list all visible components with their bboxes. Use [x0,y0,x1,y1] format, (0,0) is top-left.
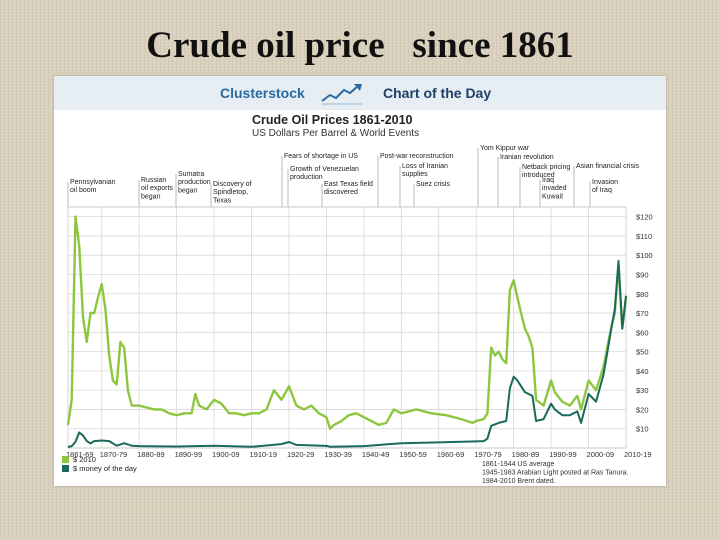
y-tick-labels: $10 $20 $30 $40 $50 $60 $70 $80 $90 $100 $110 $120 [636,213,653,434]
x-tick-label: 1890-99 [175,450,203,459]
event-annotation: Fears of shortage in US [284,153,358,160]
y-tick-label: $120 [636,213,653,222]
event-annotations: Pennsylvanian oil boom Russian oil exports b… [67,145,640,207]
event-annotation: Sumatra production began [178,171,211,194]
legend-label: $ money of the day [73,464,137,473]
x-tick-label: 1910-19 [250,450,278,459]
event-annotation: East Texas field discovered [324,181,373,196]
x-tick-label: 1960-69 [437,450,465,459]
plot-area [67,206,627,449]
legend-label: $ 2010 [73,455,96,464]
x-tick-label: 1920-29 [287,450,315,459]
event-annotation: Suez crisis [416,181,450,188]
y-tick-label: $50 [636,348,649,357]
event-annotation: Iraq invaded Kuwait [542,177,567,200]
series-line-money-of-the-day [67,260,627,448]
x-tick-label: 1870-79 [100,450,128,459]
y-tick-label: $40 [636,367,649,376]
y-tick-label: $70 [636,309,649,318]
event-annotation: Growth of Venezuelan production [290,166,359,181]
brand-name: Clusterstock [220,85,305,101]
x-tick-label: 1950-59 [399,450,427,459]
x-tick-label: 2000-09 [587,450,615,459]
event-annotation: Yom Kippur war [480,145,530,152]
legend: $ 2010$ money of the day [62,455,137,473]
x-tick-label: 1930-39 [324,450,352,459]
x-tick-label: 1861-69 [66,450,94,459]
event-annotation: Post-war reconstruction [380,153,454,160]
event-annotation: Asian financial crisis [576,163,640,170]
event-annotation: Russian oil exports began [141,177,173,200]
x-tick-label: 1970-79 [474,450,502,459]
series-line-dollars-2010 [66,215,628,430]
chart-title: Crude Oil Prices 1861-2010 [252,113,413,127]
event-annotation: Pennsylvanian oil boom [70,179,116,194]
x-tick-labels: 1861-69 1870-79 1880-89 1890-99 1900-09 1910-… [66,450,652,459]
footnote: 1945-1983 Arabian Light posted at Ras Ta… [482,470,629,477]
rising-chart-arrow-icon [321,84,362,105]
chart-subtitle: US Dollars Per Barrel & World Events [252,128,420,139]
x-tick-label: 2010-19 [624,450,652,459]
oil-price-line-chart: Pennsylvanian oil boom Russian oil exports b… [62,145,653,485]
x-tick-label: 1880-89 [137,450,165,459]
legend-swatch [62,465,69,472]
y-tick-label: $20 [636,405,649,414]
chart-panel: Clusterstock Chart of the Day Crude Oil … [54,76,666,486]
y-tick-label: $80 [636,290,649,299]
y-tick-label: $60 [636,328,649,337]
footnotes: 1861-1944 US average 1945-1983 Arabian Li… [482,461,629,485]
x-tick-label: 1990-99 [549,450,577,459]
x-tick-label: 1900-09 [212,450,240,459]
legend-swatch [62,456,69,463]
gridlines [67,206,627,449]
y-tick-label: $110 [636,232,652,241]
event-annotation: Invasion of Iraq [592,179,618,194]
y-tick-label: $10 [636,425,649,434]
event-annotation: Discovery of Spindletop, Texas [213,181,252,204]
series-lines [66,215,628,448]
footnote: 1984-2010 Brent dated. [482,478,556,485]
x-tick-label: 1980-89 [512,450,540,459]
chart-of-the-day-label: Chart of the Day [383,85,492,101]
y-tick-label: $100 [636,251,653,260]
x-tick-label: 1940-49 [362,450,390,459]
y-tick-label: $30 [636,386,649,395]
event-annotation: Netback pricing introduced [522,164,570,179]
event-annotation: Iranian revolution [500,154,554,161]
slide-title: Crude oil price since 1861 [146,25,574,66]
y-tick-label: $90 [636,270,649,279]
event-annotation: Loss of Iranian supplies [402,163,448,178]
footnote: 1861-1944 US average [482,461,554,468]
